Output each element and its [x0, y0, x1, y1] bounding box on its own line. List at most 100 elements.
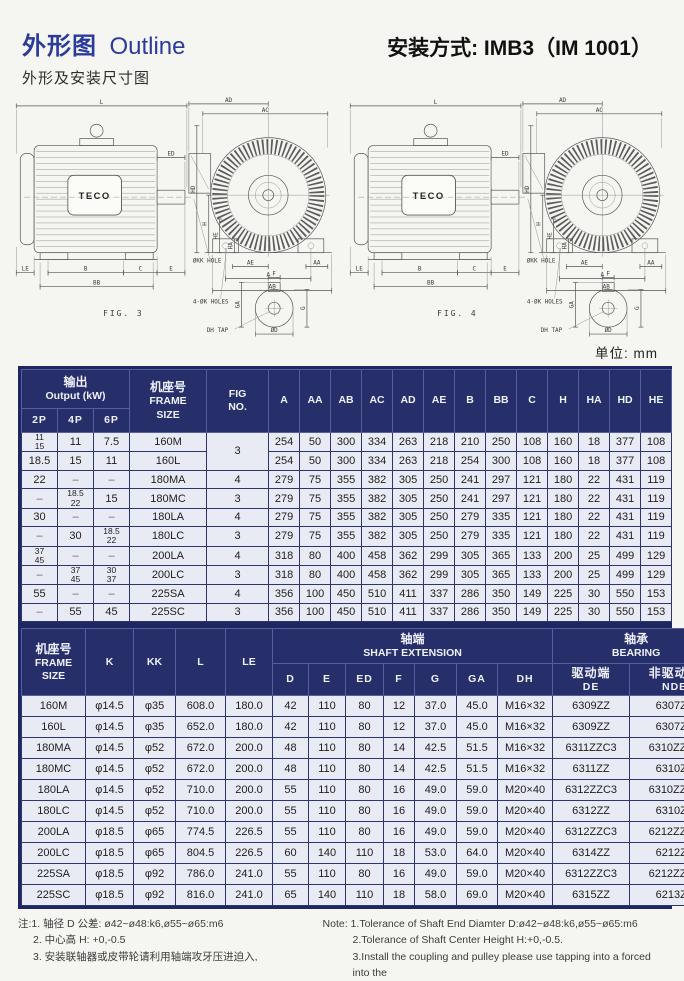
- dim-cell: 305: [455, 546, 486, 565]
- dim-cell: 110: [309, 864, 346, 885]
- output-cell: 11 15: [22, 433, 58, 452]
- dim-cell: 355: [331, 527, 362, 546]
- dim-cell: 816.0: [176, 885, 226, 906]
- dim-cell: 250: [486, 433, 517, 452]
- dim-cell: 400: [331, 546, 362, 565]
- dim-label-B: B: [84, 266, 88, 273]
- dim-cell: 160: [548, 433, 579, 452]
- dim-cell: 356: [269, 603, 300, 622]
- note-line-zh: 3. 安装联轴器或皮带轮请利用轴端攻牙压进迫入,: [18, 949, 323, 965]
- dim-cell: 108: [517, 433, 548, 452]
- dim-cell: 608.0: [176, 696, 226, 717]
- dim-col-header: AA: [300, 370, 331, 433]
- frame-cell: 180MA: [130, 470, 207, 489]
- dim-cell: M20×40: [498, 885, 553, 906]
- frame-cell: 180LC: [130, 527, 207, 546]
- dim-cell: 400: [331, 565, 362, 584]
- output-cell: 37 45: [22, 546, 58, 565]
- dim-label-LE: LE: [356, 266, 364, 273]
- dim-cell: 100: [300, 585, 331, 604]
- dim-cell: 305: [393, 527, 424, 546]
- dim-label-AA: AA: [313, 260, 321, 267]
- dim-cell: 180: [548, 508, 579, 527]
- dim-cell: 12: [384, 717, 415, 738]
- dim-cell: φ52: [134, 759, 176, 780]
- dim-cell: 499: [610, 565, 641, 584]
- frame-cell: 160M: [22, 696, 86, 717]
- dim-cell: 25: [579, 565, 610, 584]
- dim-cell: 241.0: [226, 864, 273, 885]
- shaft-dim-header: DH: [498, 664, 553, 696]
- dim-cell: 42: [273, 696, 309, 717]
- callout-kk-hole: ØKK HOLE: [193, 258, 222, 265]
- shaft-dim-header: F: [384, 664, 415, 696]
- frame-cell: 200LC: [22, 843, 86, 864]
- dim-cell: 50: [300, 452, 331, 471]
- fig-cell: 3: [207, 433, 269, 471]
- dim-cell: 119: [641, 527, 672, 546]
- dim-cell: φ14.5: [86, 759, 134, 780]
- dim-cell: 80: [346, 822, 384, 843]
- dim-cell: 49.0: [415, 801, 457, 822]
- dim-cell: 55: [273, 780, 309, 801]
- dim-cell: 365: [486, 565, 517, 584]
- dim-cell: 18: [579, 433, 610, 452]
- dim-cell: 16: [384, 801, 415, 822]
- dim-cell: 45.0: [457, 717, 498, 738]
- dim-cell: 279: [269, 470, 300, 489]
- dim-cell: M20×40: [498, 801, 553, 822]
- dim-cell: 550: [610, 585, 641, 604]
- dim-cell: 16: [384, 864, 415, 885]
- dim-cell: 279: [269, 489, 300, 508]
- dim-cell: 18: [384, 885, 415, 906]
- dim-cell: 279: [269, 527, 300, 546]
- fig-cell: 3: [207, 603, 269, 622]
- dim-cell: 59.0: [457, 780, 498, 801]
- dim-cell: 218: [424, 452, 455, 471]
- dim-cell: 153: [641, 585, 672, 604]
- dim-cell: 6312ZZC3: [553, 864, 630, 885]
- frame-cell: 160L: [130, 452, 207, 471]
- dim-cell: 254: [269, 452, 300, 471]
- dim-cell: 355: [331, 489, 362, 508]
- dim-cell: 110: [309, 780, 346, 801]
- dim-cell: φ14.5: [86, 696, 134, 717]
- le-header: LE: [226, 629, 273, 696]
- callout-k-holes: 4-ØK HOLES: [527, 298, 563, 305]
- dim-label-AD: AD: [225, 97, 233, 104]
- dim-cell: 335: [486, 527, 517, 546]
- dim-cell: 6311ZZC3: [553, 738, 630, 759]
- dim-cell: 100: [300, 603, 331, 622]
- dim-label-C: C: [472, 266, 476, 273]
- k-header: K: [86, 629, 134, 696]
- dim-cell: 499: [610, 546, 641, 565]
- dim-cell: 75: [300, 470, 331, 489]
- dim-cell: 50: [300, 433, 331, 452]
- dim-cell: 6307ZZ: [630, 696, 684, 717]
- note-line-zh: 2. 中心高 H: +0,-0.5: [18, 932, 323, 948]
- output-cell: 55: [22, 585, 58, 604]
- dim-cell: 180: [548, 489, 579, 508]
- frame-cell: 225SA: [130, 585, 207, 604]
- dim-cell: 652.0: [176, 717, 226, 738]
- dim-cell: φ92: [134, 885, 176, 906]
- dim-cell: 377: [610, 433, 641, 452]
- dim-cell: 200.0: [226, 759, 273, 780]
- dim-cell: M16×32: [498, 717, 553, 738]
- dim-cell: 200.0: [226, 738, 273, 759]
- dim-label-GA: GA: [234, 301, 241, 309]
